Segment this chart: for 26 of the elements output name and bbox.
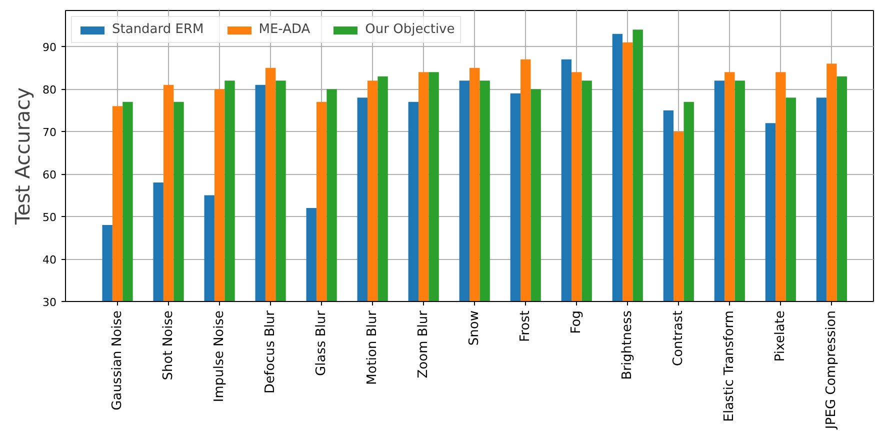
legend-label: Standard ERM: [112, 22, 204, 37]
x-tick-label: Gaussian Noise: [110, 310, 126, 410]
y-tick-label: 40: [42, 254, 57, 267]
y-tick-label: 60: [42, 168, 57, 182]
x-tick-label: Pixelate: [773, 310, 788, 362]
y-tick-label: 70: [42, 126, 57, 140]
x-tick-label: Defocus Blur: [263, 310, 278, 394]
x-tick-label: Zoom Blur: [416, 310, 432, 378]
y-tick-label: 30: [42, 296, 57, 309]
y-tick-label: 90: [42, 41, 57, 54]
x-tick-label: Fog: [569, 310, 584, 334]
legend-label: Our Objective: [365, 22, 455, 37]
x-tick-label: Motion Blur: [365, 310, 380, 385]
x-tick-label: Glass Blur: [314, 310, 330, 376]
x-tick-label: Contrast: [671, 310, 686, 366]
x-tick-label: Snow: [467, 310, 482, 346]
x-tick-label: Shot Noise: [161, 310, 176, 380]
x-tick-label: JPEG Compression: [824, 310, 840, 430]
y-axis-title: Test Accuracy: [10, 87, 35, 226]
y-tick-label: 80: [42, 84, 57, 97]
x-tick-label: Frost: [518, 310, 534, 342]
legend-label: ME-ADA: [258, 22, 310, 37]
x-tick-label: Elastic Transform: [722, 310, 738, 422]
y-tick-label: 50: [42, 211, 57, 224]
x-tick-label: Impulse Noise: [212, 310, 228, 402]
x-tick-label: Brightness: [620, 310, 636, 380]
